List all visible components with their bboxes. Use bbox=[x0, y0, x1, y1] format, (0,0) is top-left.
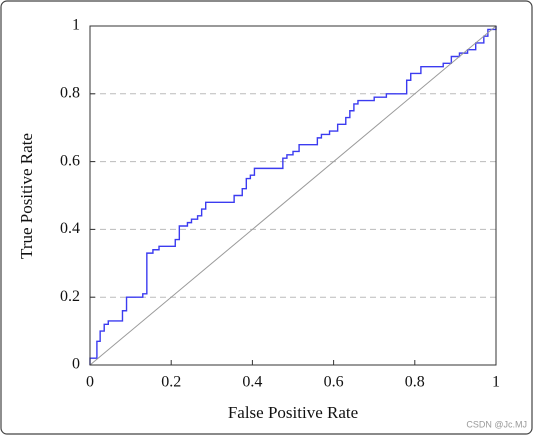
watermark: CSDN @Jc.MJ bbox=[466, 419, 527, 429]
x-tick-label: 1 bbox=[492, 374, 500, 391]
y-tick-label: 0 bbox=[72, 356, 80, 373]
curve bbox=[89, 26, 497, 365]
y-tick-label: 0.8 bbox=[60, 84, 80, 101]
x-tick-label: 0.4 bbox=[242, 374, 262, 391]
x-tick-label: 0 bbox=[86, 374, 94, 391]
plot-border bbox=[89, 25, 497, 366]
y-axis-label: True Positive Rate bbox=[17, 133, 36, 259]
x-tick-label: 0.6 bbox=[324, 374, 344, 391]
y-tick-label: 1 bbox=[72, 17, 80, 34]
x-tick-label: 0.2 bbox=[161, 374, 181, 391]
curve bbox=[89, 25, 497, 366]
x-tick-label: 0.8 bbox=[405, 374, 425, 391]
y-tick-label: 0.4 bbox=[60, 220, 80, 237]
x-axis-label: False Positive Rate bbox=[228, 403, 358, 422]
y-tick-label: 0.2 bbox=[60, 288, 80, 305]
y-tick-label: 0.6 bbox=[60, 152, 80, 169]
